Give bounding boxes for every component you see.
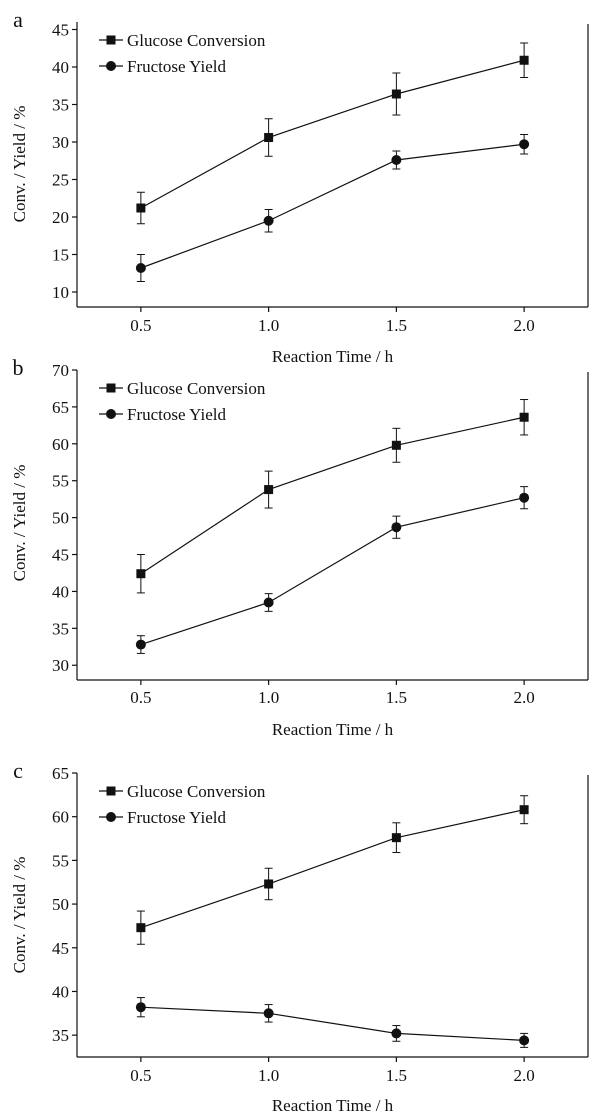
data-point-circle	[519, 1035, 530, 1046]
chart-panel-c: c 35 40 45 50 55 60 65 0.5 1.0 1.5 2.0 Reaction Time…	[10, 758, 589, 1115]
x-tick-label: 1.5	[386, 316, 407, 335]
y-tick-label: 35	[52, 1026, 69, 1045]
x-tick-label: 1.0	[258, 688, 279, 707]
data-point-circle	[263, 1008, 274, 1019]
x-tick-label: 1.5	[386, 688, 407, 707]
x-axis-label: Reaction Time / h	[272, 1096, 394, 1115]
x-axis-label: Reaction Time / h	[272, 720, 394, 739]
y-tick-label: 60	[52, 435, 69, 454]
y-tick-label: 65	[52, 764, 69, 783]
series-line	[140, 1006, 525, 1041]
y-tick-label: 40	[52, 982, 69, 1001]
chart-panel-a: a 10 15 20 25 30 35 40 45 0.5 1.0 1.5 2.0 Reaction Ti…	[10, 7, 589, 366]
y-axis-label: Conv. / Yield / %	[10, 857, 29, 974]
data-point-circle	[135, 263, 146, 273]
series-glucose-conversion: Glucose Conversion	[99, 782, 529, 945]
data-point-circle	[135, 639, 146, 650]
series-glucose-conversion: Glucose Conversion	[99, 31, 529, 225]
x-tick-label: 1.5	[386, 1066, 407, 1085]
data-point-circle	[391, 155, 402, 165]
y-tick-label: 15	[52, 246, 69, 265]
legend-label: Glucose Conversion	[127, 31, 266, 50]
y-tick-label: 35	[52, 619, 69, 638]
series-fructose-yield: Fructose Yield	[99, 57, 530, 282]
y-tick-label: 55	[52, 472, 69, 491]
y-tick-label: 55	[52, 851, 69, 870]
y-tick-label: 50	[52, 509, 69, 528]
x-tick-label: 0.5	[130, 316, 151, 335]
series-fructose-yield: Fructose Yield	[99, 405, 530, 654]
x-tick-label: 2.0	[514, 1066, 535, 1085]
legend-label: Glucose Conversion	[127, 379, 266, 398]
series-line	[140, 809, 525, 929]
x-tick-label: 2.0	[514, 688, 535, 707]
x-tick-label: 0.5	[130, 688, 151, 707]
data-point-circle	[519, 139, 530, 150]
legend-marker-square	[106, 35, 116, 45]
y-tick-label: 45	[52, 546, 69, 565]
legend-marker-circle	[106, 812, 116, 822]
y-tick-label: 65	[52, 398, 69, 417]
panel-label: a	[13, 7, 23, 32]
data-point-square	[264, 485, 274, 495]
legend-marker-circle	[106, 61, 116, 71]
chart-panel-b: b 30 35 40 45 50 55 60 65 70 0.5 1.0 1.5 2.0 Reaction …	[10, 355, 589, 739]
data-point-circle	[135, 1002, 146, 1013]
series-line	[140, 497, 525, 646]
legend-marker-circle	[106, 409, 116, 419]
y-tick-label: 45	[52, 939, 69, 958]
panel-label: c	[13, 758, 23, 783]
data-point-square	[264, 879, 274, 889]
data-point-circle	[519, 492, 530, 503]
x-tick-label: 0.5	[130, 1066, 151, 1085]
x-tick-label: 1.0	[258, 316, 279, 335]
data-point-circle	[263, 597, 274, 608]
y-tick-label: 60	[52, 808, 69, 827]
legend-marker-square	[106, 786, 116, 796]
x-axis-label: Reaction Time / h	[272, 347, 394, 366]
x-tick-label: 1.0	[258, 1066, 279, 1085]
y-tick-label: 35	[52, 96, 69, 115]
data-point-square	[136, 203, 146, 213]
y-axis-label: Conv. / Yield / %	[10, 465, 29, 582]
y-tick-label: 70	[52, 361, 69, 380]
y-tick-label: 30	[52, 133, 69, 152]
y-tick-label: 25	[52, 171, 69, 190]
y-tick-label: 40	[52, 58, 69, 77]
data-point-square	[136, 569, 146, 579]
data-point-circle	[391, 522, 402, 533]
data-point-square	[391, 440, 401, 450]
data-point-square	[391, 833, 401, 843]
legend-label: Fructose Yield	[127, 57, 226, 76]
legend-label: Glucose Conversion	[127, 782, 266, 801]
legend-label: Fructose Yield	[127, 808, 226, 827]
data-point-square	[391, 89, 401, 99]
data-point-square	[136, 923, 146, 933]
series-line	[140, 59, 525, 209]
series-line	[140, 416, 525, 575]
data-point-square	[519, 805, 529, 815]
data-point-square	[519, 55, 529, 65]
x-tick-label: 2.0	[514, 316, 535, 335]
data-point-square	[264, 133, 274, 142]
data-point-circle	[391, 1028, 402, 1039]
series-line	[140, 143, 525, 269]
y-tick-label: 20	[52, 208, 69, 227]
y-axis-label: Conv. / Yield / %	[10, 106, 29, 223]
series-fructose-yield: Fructose Yield	[99, 808, 530, 1048]
y-tick-label: 30	[52, 656, 69, 675]
data-point-circle	[263, 215, 274, 226]
y-tick-label: 50	[52, 895, 69, 914]
data-point-square	[519, 412, 529, 422]
y-tick-label: 40	[52, 582, 69, 601]
series-glucose-conversion: Glucose Conversion	[99, 379, 529, 594]
y-tick-label: 45	[52, 21, 69, 40]
y-tick-label: 10	[52, 283, 69, 302]
legend-label: Fructose Yield	[127, 405, 226, 424]
panel-label: b	[13, 355, 24, 380]
legend-marker-square	[106, 383, 116, 393]
